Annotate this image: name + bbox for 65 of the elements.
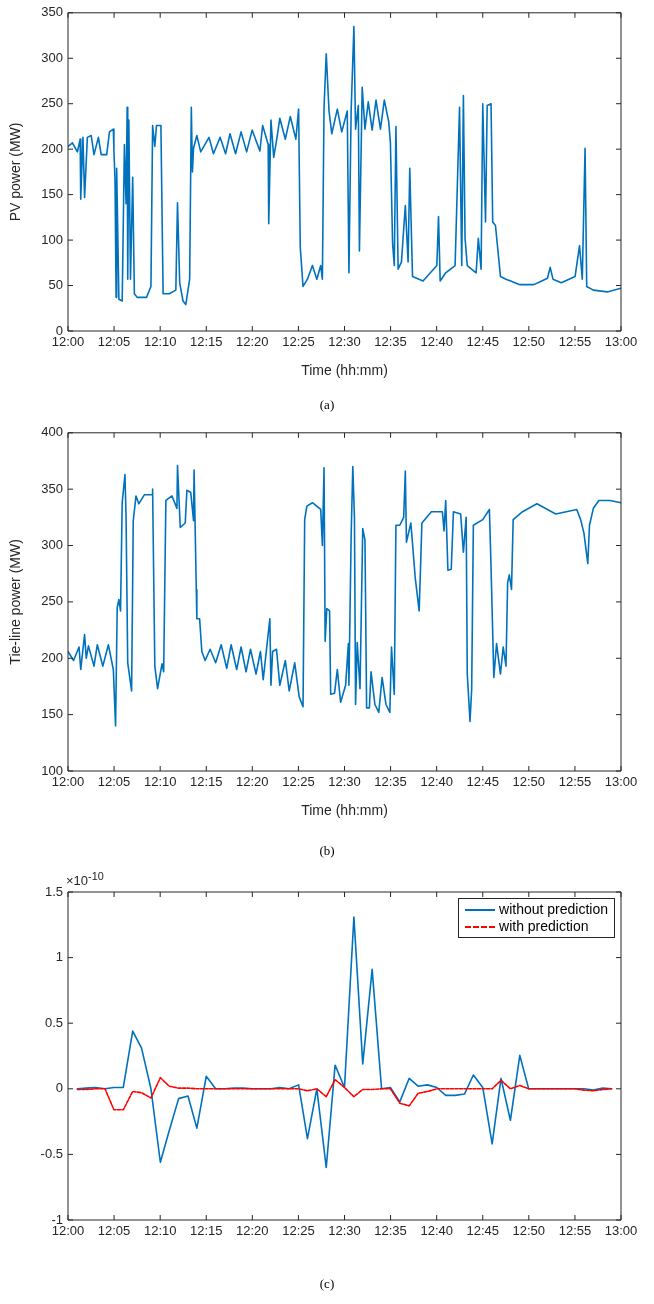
x-tick-label: 12:50 xyxy=(512,334,546,350)
x-tick-label: 12:35 xyxy=(374,774,407,790)
y-tick-label: 1.5 xyxy=(44,883,63,899)
x-tick-label: 12:20 xyxy=(236,334,269,350)
x-tick-label: 12:25 xyxy=(282,774,315,790)
y-axis-title: Tie-line power (MW) xyxy=(7,539,24,665)
text: (a) xyxy=(318,397,336,413)
x-axis-title: Time (hh:mm) xyxy=(301,362,388,379)
y-tick-label: 0 xyxy=(55,1080,63,1096)
y-tick-label: 200 xyxy=(41,649,63,665)
line-series xyxy=(76,1076,613,1111)
x-tick-label: 12:45 xyxy=(466,334,500,350)
x-tick-label: 12:15 xyxy=(189,1223,223,1239)
y-tick-label: 150 xyxy=(41,186,63,202)
y-tick-label: 250 xyxy=(41,593,63,609)
x-tick-label: 12:20 xyxy=(236,774,269,790)
x-tick-label: 12:30 xyxy=(328,334,361,350)
x-tick-label: 12:25 xyxy=(282,334,315,350)
y-tick-label: 350 xyxy=(41,4,63,20)
x-tick-label: 12:30 xyxy=(328,1223,361,1239)
x-tick-label: 12:45 xyxy=(466,1223,500,1239)
y-tick-label: 250 xyxy=(41,95,63,111)
y-tick-label: 1 xyxy=(55,949,63,965)
y-tick-label: 200 xyxy=(41,140,63,156)
x-tick-label: 12:10 xyxy=(143,1223,177,1239)
x-axis-title: Time (hh:mm) xyxy=(301,802,388,819)
x-tick-label: 12:15 xyxy=(189,334,223,350)
y-tick-label: 150 xyxy=(41,706,63,722)
x-tick-label: 12:15 xyxy=(189,774,223,790)
y-tick-label: 300 xyxy=(41,537,63,553)
y-tick-label: 300 xyxy=(41,49,63,65)
x-tick-label: 12:50 xyxy=(512,774,546,790)
x-tick-label: 12:40 xyxy=(420,1223,453,1239)
x-tick-label: 13:00 xyxy=(604,334,638,350)
y-tick-label: 0.5 xyxy=(44,1014,63,1030)
x-tick-label: 12:50 xyxy=(512,1223,546,1239)
text: (b) xyxy=(318,843,336,859)
y-tick-label: -0.5 xyxy=(40,1145,63,1161)
x-tick-label: 12:10 xyxy=(143,334,177,350)
x-tick-label: 12:05 xyxy=(97,774,131,790)
x-tick-label: 13:00 xyxy=(604,774,638,790)
x-tick-label: 12:25 xyxy=(282,1223,315,1239)
x-tick-label: 12:45 xyxy=(466,774,500,790)
text: (c) xyxy=(318,1276,336,1292)
x-tick-label: 12:05 xyxy=(97,334,131,350)
y-tick-label: 350 xyxy=(41,480,63,496)
y-axis-title: PV power (MW) xyxy=(7,122,24,222)
y-tick-label: 100 xyxy=(41,231,63,247)
x-tick-label: 12:20 xyxy=(236,1223,269,1239)
x-tick-label: 12:10 xyxy=(143,774,177,790)
x-tick-label: 12:55 xyxy=(558,334,592,350)
x-tick-label: 12:35 xyxy=(374,334,407,350)
x-tick-label: 12:40 xyxy=(420,334,453,350)
legend-label: with prediction xyxy=(499,918,589,935)
x-tick-label: 12:05 xyxy=(97,1223,131,1239)
x-tick-label: 12:35 xyxy=(374,1223,407,1239)
x-tick-label: 12:55 xyxy=(558,1223,592,1239)
y-tick-label: 400 xyxy=(41,424,63,440)
x-tick-label: 13:00 xyxy=(604,1223,638,1239)
text: ×10$^{-10}$ xyxy=(66,870,104,889)
legend-label: without prediction xyxy=(499,901,608,918)
x-tick-label: 12:30 xyxy=(328,774,361,790)
y-tick-label: 50 xyxy=(48,277,63,293)
x-tick-label: 12:55 xyxy=(558,774,592,790)
x-tick-label: 12:40 xyxy=(420,774,453,790)
